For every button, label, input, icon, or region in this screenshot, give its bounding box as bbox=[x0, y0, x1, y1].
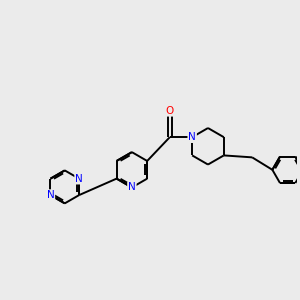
Text: N: N bbox=[128, 182, 136, 193]
Text: O: O bbox=[166, 106, 174, 116]
Text: N: N bbox=[75, 174, 83, 184]
Text: N: N bbox=[46, 190, 54, 200]
Text: N: N bbox=[188, 132, 196, 142]
